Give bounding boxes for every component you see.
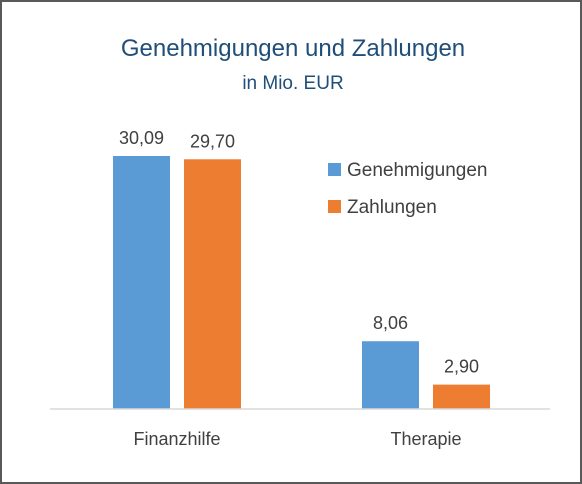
bar-zahlungen-therapie [433,384,490,409]
data-label-genehmigungen-finanzhilfe: 30,09 [119,128,164,148]
bar-genehmigungen-therapie [362,341,419,409]
category-label-therapie: Therapie [390,429,461,449]
bar-zahlungen-finanzhilfe [184,159,241,409]
legend-label-zahlungen: Zahlungen [347,197,437,218]
legend-swatch-genehmigungen [328,163,341,176]
category-label-finanzhilfe: Finanzhilfe [133,429,220,449]
chart-title: Genehmigungen und Zahlungen [121,35,465,62]
bar-genehmigungen-finanzhilfe [113,156,170,409]
chart-subtitle: in Mio. EUR [242,73,343,94]
legend-swatch-zahlungen [328,200,341,213]
data-label-zahlungen-therapie: 2,90 [444,357,479,377]
data-label-zahlungen-finanzhilfe: 29,70 [190,131,235,151]
data-label-genehmigungen-therapie: 8,06 [373,313,408,333]
legend-label-genehmigungen: Genehmigungen [347,160,488,181]
